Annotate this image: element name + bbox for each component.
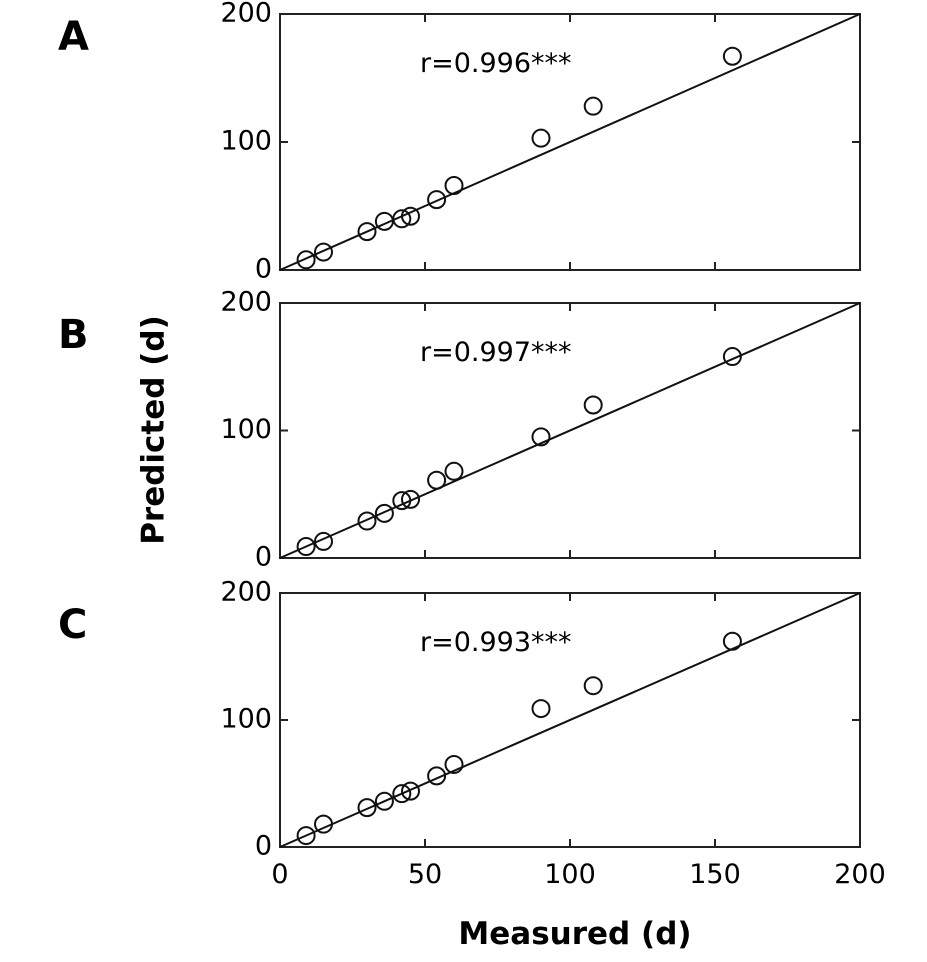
y-tick-label: 200 — [220, 287, 272, 318]
data-point — [392, 209, 412, 229]
y-axis-title: Predicted (d) — [136, 315, 172, 545]
panel-letter: A — [58, 14, 89, 60]
y-tick-label: 100 — [220, 126, 272, 157]
panel-c: C 0 100 200 0 50 100 150 200 r=0.993*** — [58, 577, 886, 891]
x-tick-label: 200 — [834, 859, 886, 890]
data-point — [444, 461, 464, 481]
y-tick-label: 200 — [220, 0, 272, 29]
correlation-label: r=0.996*** — [420, 48, 572, 79]
y-tick-label: 100 — [220, 704, 272, 735]
data-point — [374, 503, 394, 523]
data-point — [531, 427, 551, 447]
data-point — [427, 190, 447, 210]
x-tick-label: 150 — [689, 859, 741, 890]
data-point — [427, 470, 447, 490]
data-point — [357, 222, 377, 242]
panels: A 0 100 200 r=0.996*** B 0 100 200 r=0.997*** C 0 10… — [58, 0, 886, 890]
data-point — [401, 206, 420, 226]
data-point — [722, 631, 742, 651]
data-point — [374, 791, 394, 811]
data-point — [722, 347, 742, 367]
data-point — [357, 798, 377, 818]
data-point — [583, 395, 603, 415]
data-point — [427, 766, 447, 786]
data-point — [314, 242, 333, 262]
data-point — [531, 699, 551, 719]
data-point — [296, 826, 316, 846]
x-tick-label: 100 — [544, 859, 596, 890]
data-point — [722, 46, 742, 66]
correlation-label: r=0.997*** — [420, 337, 572, 368]
panel-letter: C — [58, 602, 87, 648]
data-point — [444, 176, 464, 196]
y-tick-label: 200 — [220, 577, 272, 608]
panel-a: A 0 100 200 r=0.996*** — [58, 0, 861, 285]
data-point — [314, 814, 333, 834]
y-tick-label: 0 — [255, 254, 272, 285]
panel-b: B 0 100 200 r=0.997*** — [58, 287, 861, 573]
data-point — [401, 781, 420, 801]
data-point — [296, 250, 316, 270]
data-point — [583, 96, 603, 116]
data-point — [314, 531, 333, 551]
panel-letter: B — [58, 312, 89, 358]
y-tick-label: 0 — [255, 542, 272, 573]
x-tick-label: 0 — [271, 859, 288, 890]
data-point — [296, 537, 316, 557]
y-tick-label: 100 — [220, 414, 272, 445]
data-point — [401, 489, 420, 509]
data-point — [357, 511, 377, 531]
x-axis-title: Measured (d) — [458, 916, 691, 952]
correlation-label: r=0.993*** — [420, 627, 572, 658]
data-point — [531, 128, 551, 148]
x-tick-label: 50 — [408, 859, 442, 890]
data-point — [392, 784, 412, 804]
data-point — [583, 676, 603, 696]
y-tick-label: 0 — [255, 831, 272, 862]
data-point — [444, 754, 464, 774]
fit-line — [279, 13, 861, 271]
data-point — [392, 491, 412, 511]
